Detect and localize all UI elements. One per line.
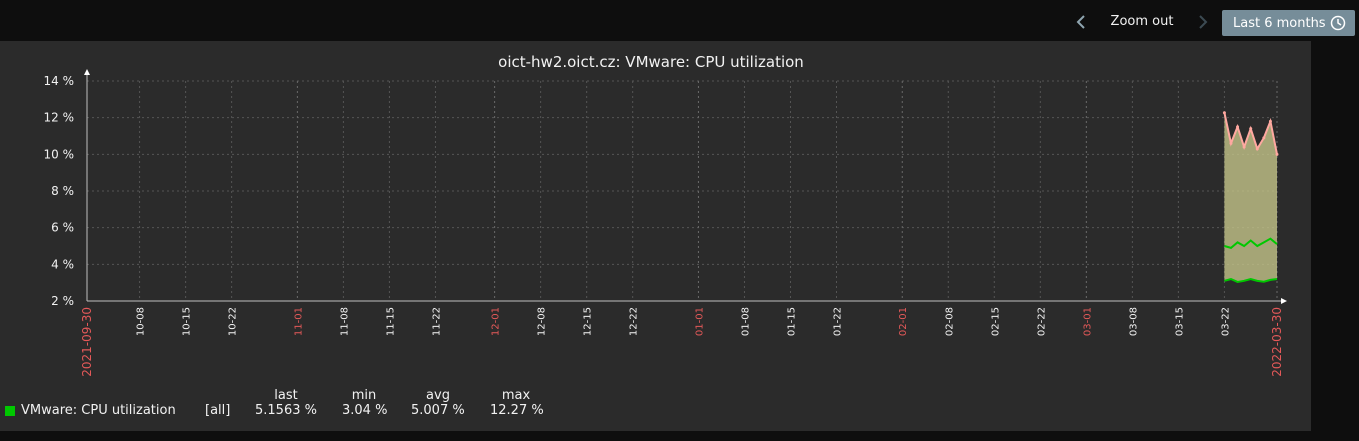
time-period-button[interactable]: Last 6 months bbox=[1222, 10, 1355, 36]
chart-legend: last min avg max VMware: CPU utilization… bbox=[0, 387, 600, 427]
series-minmax-band bbox=[1224, 112, 1277, 282]
graph-toolbar: Zoom out Last 6 months bbox=[0, 0, 1359, 41]
clock-icon bbox=[1330, 15, 1346, 31]
series-min-line bbox=[1224, 277, 1278, 283]
series-max-point bbox=[1262, 136, 1266, 140]
y-tick-label: 8 % bbox=[51, 184, 74, 198]
legend-item-avg: 5.007 % bbox=[411, 403, 465, 418]
x-tick-label: 2022-03-30 bbox=[1270, 307, 1284, 377]
y-tick-label: 10 % bbox=[44, 147, 75, 161]
x-axis-arrow bbox=[1281, 298, 1287, 304]
x-tick-label: 01-01 bbox=[694, 307, 705, 336]
x-tick-label: 11-08 bbox=[339, 307, 350, 336]
x-tick-label: 03-08 bbox=[1128, 307, 1139, 336]
y-tick-label: 6 % bbox=[51, 221, 74, 235]
legend-header-min: min bbox=[351, 388, 377, 403]
legend-item-min: 3.04 % bbox=[342, 403, 388, 418]
x-tick-label: 12-15 bbox=[583, 307, 594, 336]
x-tick-label: 10-15 bbox=[182, 307, 193, 336]
legend-item-name: VMware: CPU utilization bbox=[21, 403, 176, 418]
graph-panel: oict-hw2.oict.cz: VMware: CPU utilizatio… bbox=[0, 41, 1311, 431]
x-tick-label: 02-08 bbox=[944, 307, 955, 336]
legend-color-swatch bbox=[5, 406, 15, 416]
legend-header-max: max bbox=[501, 388, 531, 403]
y-axis-arrow bbox=[84, 69, 90, 75]
x-tick-label: 03-22 bbox=[1220, 307, 1231, 336]
series-max-point bbox=[1275, 152, 1279, 156]
prev-period-button[interactable] bbox=[1069, 10, 1093, 34]
series-max-point bbox=[1249, 127, 1253, 131]
y-tick-label: 12 % bbox=[44, 111, 75, 125]
zoom-out-button[interactable]: Zoom out bbox=[1110, 14, 1174, 29]
x-tick-label: 11-15 bbox=[385, 307, 396, 336]
series-max-point bbox=[1242, 145, 1246, 149]
x-tick-label: 02-01 bbox=[898, 307, 909, 336]
x-tick-label: 03-01 bbox=[1082, 307, 1093, 336]
cpu-utilization-chart: oict-hw2.oict.cz: VMware: CPU utilizatio… bbox=[44, 53, 1287, 377]
x-tick-label: 02-22 bbox=[1036, 307, 1047, 336]
y-tick-label: 14 % bbox=[44, 74, 75, 88]
x-tick-label: 11-01 bbox=[293, 307, 304, 336]
x-tick-label: 10-08 bbox=[136, 307, 147, 336]
chart-title: oict-hw2.oict.cz: VMware: CPU utilizatio… bbox=[498, 53, 804, 71]
series-max-point bbox=[1268, 119, 1272, 123]
series-max-point bbox=[1229, 141, 1233, 145]
x-tick-label: 10-22 bbox=[228, 307, 239, 336]
x-tick-label: 11-22 bbox=[431, 307, 442, 336]
y-tick-label: 2 % bbox=[51, 294, 74, 308]
next-period-button[interactable] bbox=[1191, 10, 1215, 34]
series-max-point bbox=[1222, 111, 1226, 115]
x-tick-label: 03-15 bbox=[1174, 307, 1185, 336]
series-max-point bbox=[1236, 125, 1240, 129]
x-tick-label: 01-08 bbox=[740, 307, 751, 336]
series-avg-line bbox=[1224, 237, 1278, 249]
x-tick-label: 2021-09-30 bbox=[80, 307, 94, 377]
x-tick-label: 12-08 bbox=[537, 307, 548, 336]
x-tick-label: 02-15 bbox=[990, 307, 1001, 336]
x-tick-label: 12-01 bbox=[491, 307, 502, 336]
x-tick-label: 01-22 bbox=[833, 307, 844, 336]
legend-item-func: [all] bbox=[205, 403, 231, 418]
chevron-left-icon bbox=[1076, 15, 1085, 29]
series-max-point bbox=[1255, 147, 1259, 151]
legend-header-last: last bbox=[274, 388, 298, 403]
legend-item-max: 12.27 % bbox=[490, 403, 544, 418]
x-tick-label: 01-15 bbox=[786, 307, 797, 336]
time-period-label: Last 6 months bbox=[1233, 15, 1326, 31]
legend-item-last: 5.1563 % bbox=[255, 403, 317, 418]
chevron-right-icon bbox=[1199, 15, 1208, 29]
y-tick-label: 4 % bbox=[51, 257, 74, 271]
x-tick-label: 12-22 bbox=[629, 307, 640, 336]
legend-header-avg: avg bbox=[426, 388, 450, 403]
